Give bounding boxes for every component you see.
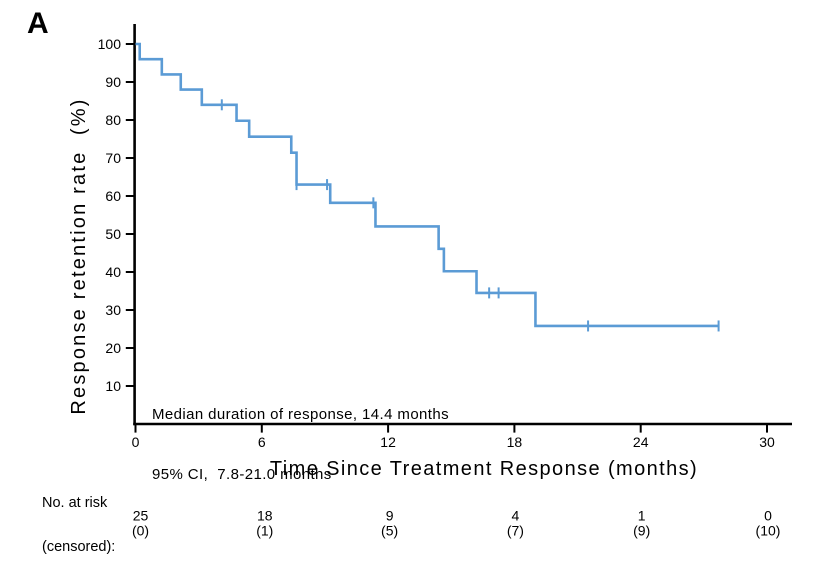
x-tick-label: 6: [258, 434, 266, 450]
y-tick-label: 20: [105, 340, 121, 356]
x-tick-label: 30: [759, 434, 775, 450]
km-curve: [135, 42, 719, 328]
y-tick-label: 50: [105, 226, 121, 242]
x-tick-label: 18: [507, 434, 523, 450]
at-risk-count: 18: [257, 508, 273, 524]
y-tick-label: 100: [98, 36, 122, 52]
at-risk-header-line-2: (censored):: [42, 538, 116, 555]
panel-label: A: [27, 7, 49, 40]
at-risk-header: No. at risk (censored):: [42, 467, 115, 563]
x-axis-title: Time Since Treatment Response (months): [269, 458, 699, 480]
y-tick-label: 90: [105, 74, 121, 90]
at-risk-count: 9: [386, 508, 394, 524]
at-risk-censored: (9): [633, 523, 650, 539]
y-tick-label: 60: [105, 188, 121, 204]
y-tick-label: 40: [105, 264, 121, 280]
y-tick-label: 70: [105, 150, 121, 166]
x-tick-label: 0: [132, 434, 140, 450]
y-tick-label: 80: [105, 112, 121, 128]
x-tick-label: 24: [633, 434, 649, 450]
y-tick-label: 10: [105, 378, 121, 394]
at-risk-count: 4: [512, 508, 520, 524]
at-risk-count: 0: [764, 508, 772, 524]
at-risk-censored: (10): [756, 523, 781, 539]
median-annotation: Median duration of response, 14.4 months…: [152, 365, 449, 525]
x-tick-label: 12: [380, 434, 396, 450]
annotation-line-1: Median duration of response, 14.4 months: [152, 406, 450, 423]
annotation-line-2: 95% CI, 7.8-21.0 months: [152, 466, 332, 483]
at-risk-count: 1: [638, 508, 646, 524]
at-risk-censored: (0): [132, 523, 149, 539]
at-risk-censored: (5): [381, 523, 398, 539]
y-tick-label: 30: [105, 302, 121, 318]
at-risk-count: 25: [133, 508, 149, 524]
at-risk-censored: (7): [507, 523, 524, 539]
at-risk-censored: (1): [256, 523, 273, 539]
y-axis-title: Response retention rate (%): [68, 97, 90, 415]
at-risk-header-line-1: No. at risk: [42, 495, 108, 511]
